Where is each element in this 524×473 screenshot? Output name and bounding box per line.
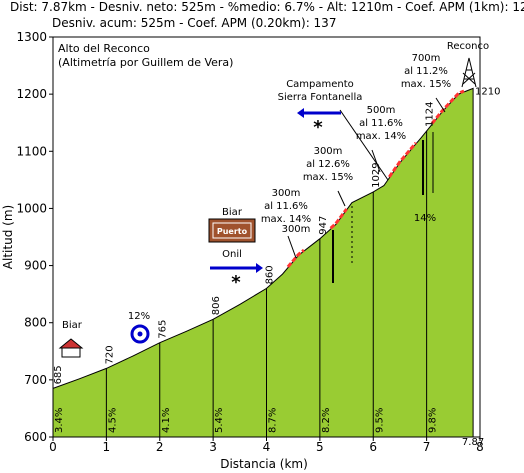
sign-bottom-label: Onil [222,249,242,260]
gradient-14-label: 14% [414,213,436,224]
y-tick-label: 1100 [16,144,47,158]
left-arrow-head [297,108,304,118]
y-tick-label: 600 [24,430,47,444]
sign-top-label: Biar [222,207,243,218]
seg-300a-annotation: 300m [272,188,301,199]
sign-board-text: Puerto [217,227,248,236]
roundabout-gradient: 12% [128,311,150,322]
x-tick-label: 0 [49,440,57,454]
gradient-label: 4.5% [107,408,118,433]
altitude-label: 860 [265,265,276,284]
altitude-label: 1210 [475,86,500,97]
seg-700-annotation: 700m [412,53,441,64]
leader-line [435,97,446,113]
steep-segments [286,89,465,268]
campamento-annotation: Campamento [286,79,354,90]
gradient-label: 4.1% [161,408,172,433]
gradient-label: 8.2% [321,408,332,433]
asterisk-icon: * [231,272,241,293]
sign-board [208,218,256,243]
end-distance-label: 7.87 [462,437,484,448]
altitude-label: 720 [104,345,115,364]
chart-subtitle: (Altimetría por Guillem de Vera) [58,56,233,69]
seg-700-annotation: max. 15% [401,79,451,90]
seg-300a-annotation: al 11.6% [264,201,308,212]
reconco-label: Reconco [447,41,489,52]
antenna-icon [461,57,477,88]
seg-500-annotation: max. 14% [356,131,406,142]
chart-title: Alto del Reconco [58,42,150,55]
leader-line [371,149,381,173]
seg-500-annotation: al 11.6% [359,118,403,129]
asterisk-icon: * [313,117,323,138]
x-tick-label: 1 [103,440,111,454]
x-tick-label: 7 [423,440,431,454]
x-axis-label: Distancia (km) [220,457,308,471]
km-lines [105,131,428,437]
altitude-label: 806 [211,296,222,315]
gradient-label: 8.7% [268,408,279,433]
sign-board-inner [212,222,252,239]
x-tick-label: 8 [476,440,484,454]
steep-segment [388,141,418,178]
steep-segment [286,248,305,268]
seg-300a-length: 300m [282,224,311,235]
altitude-label: 765 [158,320,169,339]
seg-300a-annotation: max. 14% [261,214,311,225]
x-tick-label: 4 [263,440,271,454]
seg-500-annotation: 500m [367,105,396,116]
y-tick-label: 1300 [16,30,47,44]
right-arrow-head [256,263,263,273]
altitude-label: 685 [53,365,64,384]
seg-700-annotation: al 11.2% [404,66,448,77]
y-tick-label: 1200 [16,87,47,101]
y-tick-label: 1000 [16,201,47,215]
leader-line [339,109,389,181]
x-tick-label: 2 [156,440,164,454]
profile-area-layer [52,87,474,438]
y-tick-label: 900 [24,259,47,273]
campamento-annotation: Sierra Fontanella [278,92,363,103]
seg-300b-annotation: 300m [314,146,343,157]
header-line-1: Dist: 7.87km - Desniv. neto: 525m - %med… [10,0,524,14]
leader-line [287,235,297,259]
gradient-label: 9.5% [374,408,385,433]
leader-line [337,190,346,207]
x-tick-label: 5 [316,440,324,454]
header-line-2: Desniv. acum: 525m - Coef. APM (0.20km):… [52,16,337,30]
axis-ticks: 600 700 800 900 1000 1100 1200 1300 0 1 2 3 4 5 6 7 87.8… [16,30,484,454]
gradient-label: 9.8% [428,408,439,433]
steep-segment [430,89,465,125]
y-axis-label: Altitud (m) [1,205,15,269]
gradient-label: 3.4% [54,408,65,433]
biar-town-label: Biar [62,320,83,331]
house-roof-icon [58,338,84,349]
seg-300b-annotation: max. 15% [303,172,353,183]
x-tick-label: 6 [369,440,377,454]
gradient-label: 5.4% [214,408,225,433]
y-tick-label: 800 [24,316,47,330]
profile-area [52,87,474,438]
seg-300b-annotation: al 12.6% [306,159,350,170]
roundabout-icon-center [137,331,143,337]
altitude-label: 1029 [371,162,382,187]
steep-segment [329,208,348,230]
profile-labels: 685 720 765 806 860 947 1029 1124 1210 3.4% 4.5% 4.… [53,53,501,433]
x-tick-label: 3 [209,440,217,454]
altitude-label: 947 [318,216,329,235]
roundabout-icon [130,324,150,344]
altitude-label: 1124 [425,102,436,127]
y-tick-label: 700 [24,373,47,387]
